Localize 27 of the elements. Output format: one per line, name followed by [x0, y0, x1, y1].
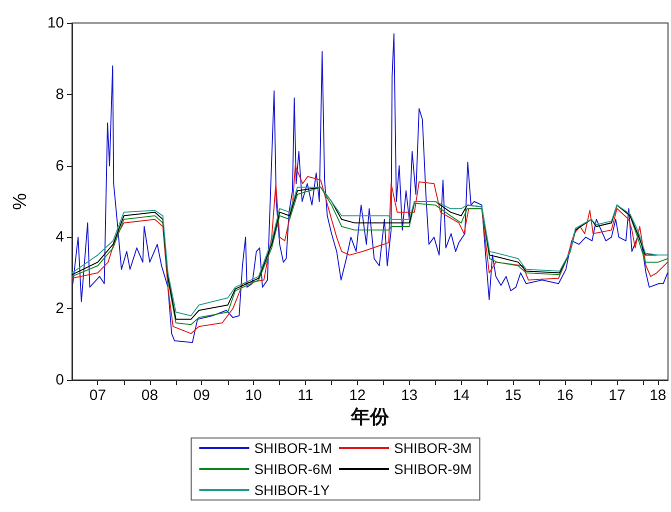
y-tick-label: 0 — [56, 372, 64, 388]
x-tick-label: 07 — [89, 387, 106, 404]
legend-label: SHIBOR-1M — [254, 440, 332, 456]
y-axis-title: % — [10, 192, 31, 210]
x-tick-label: 09 — [193, 387, 210, 404]
y-tick-label: 4 — [56, 228, 64, 246]
x-tick-label: 11 — [298, 387, 314, 404]
y-tick-label: 8 — [56, 86, 64, 103]
x-tick-label: 10 — [245, 387, 262, 404]
x-tick-label: 13 — [400, 387, 418, 404]
y-tick-label: 6 — [56, 157, 64, 174]
line-series — [72, 33, 668, 344]
legend-label: SHIBOR-3M — [394, 440, 472, 456]
x-axis-title: 年份 — [350, 407, 390, 428]
line-series — [72, 165, 668, 334]
x-tick-label: 18 — [650, 387, 666, 404]
x-tick-label: 08 — [141, 387, 158, 404]
y-tick-label: 10 — [47, 14, 64, 32]
legend-label: SHIBOR-6M — [254, 461, 332, 477]
x-tick-label: 12 — [349, 387, 366, 404]
x-tick-label: 14 — [452, 387, 470, 404]
x-tick-label: 16 — [556, 387, 574, 404]
y-tick-label: 2 — [56, 300, 64, 318]
legend-label: SHIBOR-9M — [394, 461, 472, 477]
x-tick-label: 15 — [504, 387, 522, 404]
legend-label: SHIBOR-1Y — [254, 482, 330, 498]
x-tick-label: 17 — [608, 387, 626, 404]
